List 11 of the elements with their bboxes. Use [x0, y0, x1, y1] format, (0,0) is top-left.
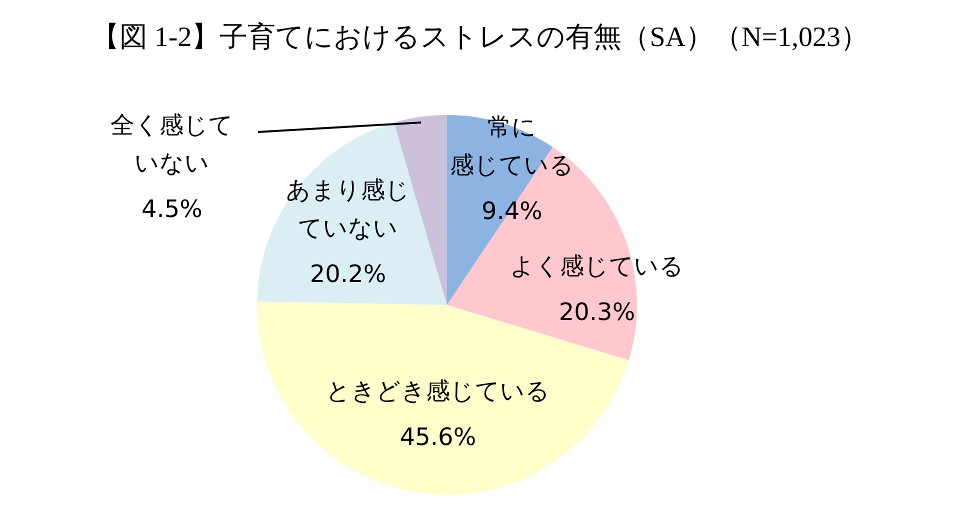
data-label: 20.3% [558, 298, 636, 326]
data-label: 4.5% [142, 195, 202, 224]
slice-label: あまり感じていない [286, 176, 410, 242]
data-label: 45.6% [400, 423, 476, 452]
slice-label: ときどき感じている [326, 377, 550, 406]
chart-title: 【図 1-2】子育てにおけるストレスの有無（SA）（N=1,023） [90, 20, 870, 55]
slice-label: よく感じている [510, 252, 684, 280]
data-label: 9.4% [482, 197, 542, 226]
data-label: 20.2% [310, 260, 386, 288]
slice-label: 常に感じている [450, 113, 574, 180]
slice-label: 全く感じていない [110, 111, 234, 178]
